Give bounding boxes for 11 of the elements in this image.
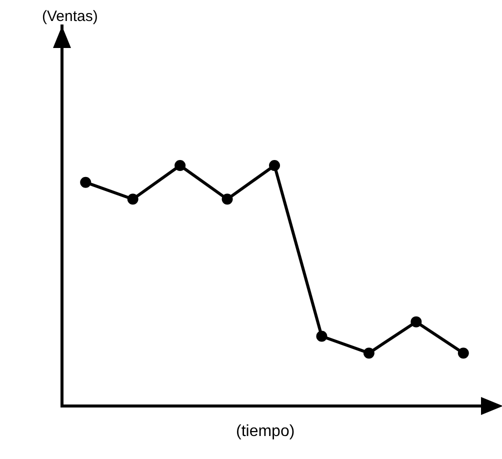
point [127,194,138,205]
point [80,176,92,188]
point [174,160,186,171]
x-axis-title: (tiempo) [236,423,295,441]
point [316,330,328,342]
point [363,348,374,359]
point [458,348,469,359]
point [222,194,233,205]
text: (Ventas) [42,8,98,25]
point [269,160,280,171]
point [410,316,422,328]
